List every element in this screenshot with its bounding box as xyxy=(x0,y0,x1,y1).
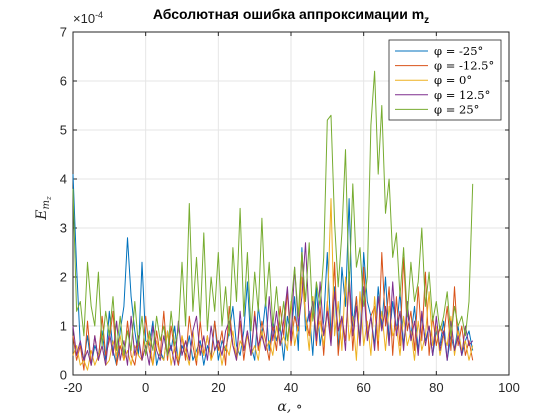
y-tick-label: 0 xyxy=(60,368,67,383)
x-tick-label: 60 xyxy=(356,380,370,395)
legend: φ = -25°φ = -12.5°φ = 0°φ = 12.5°φ = 25° xyxy=(388,39,502,121)
y-tick-label: 5 xyxy=(60,123,67,138)
y-tick-label: 1 xyxy=(60,319,67,334)
series-lines xyxy=(72,70,474,371)
y-tick-label: 6 xyxy=(60,74,67,89)
x-tick-label: 20 xyxy=(211,380,225,395)
y-exponent-base: ×10 xyxy=(73,11,95,26)
x-tick-label: 80 xyxy=(429,380,443,395)
x-tick-label: -20 xyxy=(64,380,83,395)
legend-label-4: φ = 12.5° xyxy=(434,88,490,102)
x-tick-label: 100 xyxy=(498,380,520,395)
y-exponent-label: ×10-4 xyxy=(73,10,103,26)
series-line-4 xyxy=(72,242,474,366)
x-tick-label: 40 xyxy=(284,380,298,395)
chart-title-subscript: z xyxy=(424,15,429,26)
y-axis-label-main: E xyxy=(34,209,50,220)
y-tick-label: 4 xyxy=(60,172,67,187)
x-axis-label: α, ∘ xyxy=(277,399,302,415)
chart-title: Абсолютная ошибка аппроксимации mz xyxy=(153,6,429,26)
y-axis-label-subsub: z xyxy=(45,196,53,201)
chart-title-main: Абсолютная ошибка аппроксимации m xyxy=(153,6,424,22)
legend-label-3: φ = 0° xyxy=(434,73,472,87)
y-axis-label: Emz xyxy=(34,196,53,221)
y-exponent-power: -4 xyxy=(95,10,103,20)
legend-label-1: φ = -25° xyxy=(434,44,483,58)
legend-label-2: φ = -12.5° xyxy=(434,59,494,73)
series-line-3 xyxy=(72,198,474,371)
legend-label-5: φ = 25° xyxy=(434,102,479,116)
y-axis-label-sub: m xyxy=(41,200,52,209)
series-line-5 xyxy=(72,70,474,356)
y-tick-label: 3 xyxy=(60,221,67,236)
x-tick-label: 0 xyxy=(142,380,149,395)
y-tick-label: 2 xyxy=(60,270,67,285)
y-tick-label: 7 xyxy=(60,25,67,40)
